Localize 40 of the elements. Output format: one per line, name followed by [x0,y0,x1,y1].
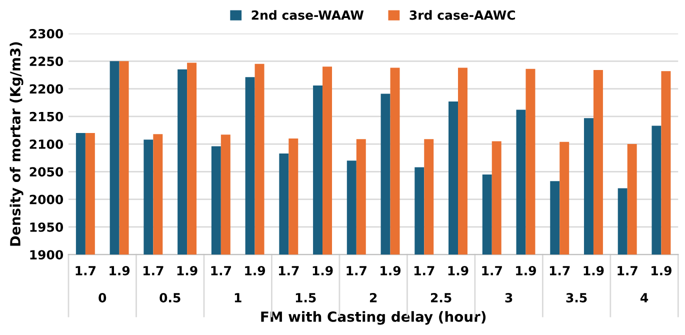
x-tick-label: 1.9 [584,266,604,276]
x-tick-label: 1.9 [245,266,266,276]
x-tick-label: 1.7 [211,266,231,276]
y-tick-label: 2050 [30,167,64,177]
text: 3 [505,292,512,302]
y-tick-label: 2200 [30,84,64,94]
y-tick-label: 2250 [30,56,64,66]
text: 1 [234,293,242,302]
text: 3.5 [566,292,587,302]
y-tick-label: 1900 [30,250,64,260]
legend-label: 2nd case-WAAW [252,10,364,20]
x-tick-label: 1.9 [448,266,468,276]
x-tick-label: 1.7 [346,266,366,276]
y-tick-label: 2000 [30,194,64,204]
x-tick-label: 1.9 [652,266,672,276]
y-axis-title: Density of mortar (Kg/m3) [10,42,24,246]
text: 2 [370,292,377,302]
x-tick-label: 1.9 [516,266,536,276]
x-tick-label: 1.7 [414,266,434,276]
x-tick-label: 1.7 [618,266,638,276]
legend-label: 3rd case-AAWC [410,10,515,20]
y-tick-label: 2150 [30,112,64,122]
text: 2.5 [430,292,452,302]
y-tick-label: 1950 [30,222,64,232]
x-tick-label: 1.7 [76,266,96,276]
x-tick-label: 1.7 [550,266,570,276]
x-tick-label: 1.7 [144,266,164,276]
x-tick-label: 1.9 [312,266,333,276]
x-tick-label: 1.9 [177,266,198,276]
y-tick-label: 2100 [30,140,64,149]
x-axis-title: FM with Casting delay (hour) [261,311,486,325]
x-tick-label: 1.9 [380,266,401,276]
x-tick-label: 1.7 [278,266,299,276]
x-tick-label: 1.9 [110,266,130,276]
x-tick-label: 1.7 [482,266,502,276]
text: 0 [98,292,106,302]
text: 0.5 [160,292,180,302]
y-tick-label: 2300 [30,28,64,38]
text: 1.5 [296,293,316,302]
text: 4 [640,293,648,302]
